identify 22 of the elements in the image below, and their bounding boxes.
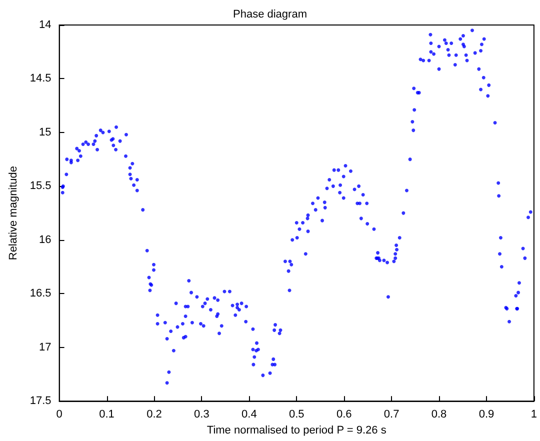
- x-axis-title: Time normalised to period P = 9.26 s: [206, 424, 387, 436]
- x-tick-label: 0.7: [384, 408, 400, 421]
- x-tick-label: 0.8: [431, 408, 447, 421]
- chart-title: Phase diagram: [233, 8, 307, 20]
- x-tick-label: 0.9: [478, 408, 494, 421]
- y-tick-label: 17: [39, 341, 52, 354]
- x-tick-label: 1: [530, 408, 538, 421]
- x-tick-label: 0.2: [146, 408, 162, 421]
- y-tick-label: 17.5: [30, 395, 52, 408]
- y-tick-label: 15.5: [30, 180, 52, 192]
- x-tick-label: 0.1: [99, 408, 114, 421]
- y-axis-title: Relative magnitude: [8, 166, 20, 260]
- x-tick-label: 0.5: [288, 408, 304, 421]
- y-tick-label: 14.5: [30, 72, 52, 85]
- y-tick-label: 14: [39, 19, 52, 31]
- y-tick-label: 16.5: [30, 288, 52, 300]
- y-tick-label: 15: [39, 126, 52, 138]
- x-tick-label: 0.3: [194, 408, 210, 421]
- x-tick-label: 0.4: [242, 408, 257, 421]
- x-tick-label: 0: [56, 408, 62, 421]
- x-tick-label: 0.6: [336, 408, 352, 421]
- y-tick-label: 16: [39, 234, 52, 246]
